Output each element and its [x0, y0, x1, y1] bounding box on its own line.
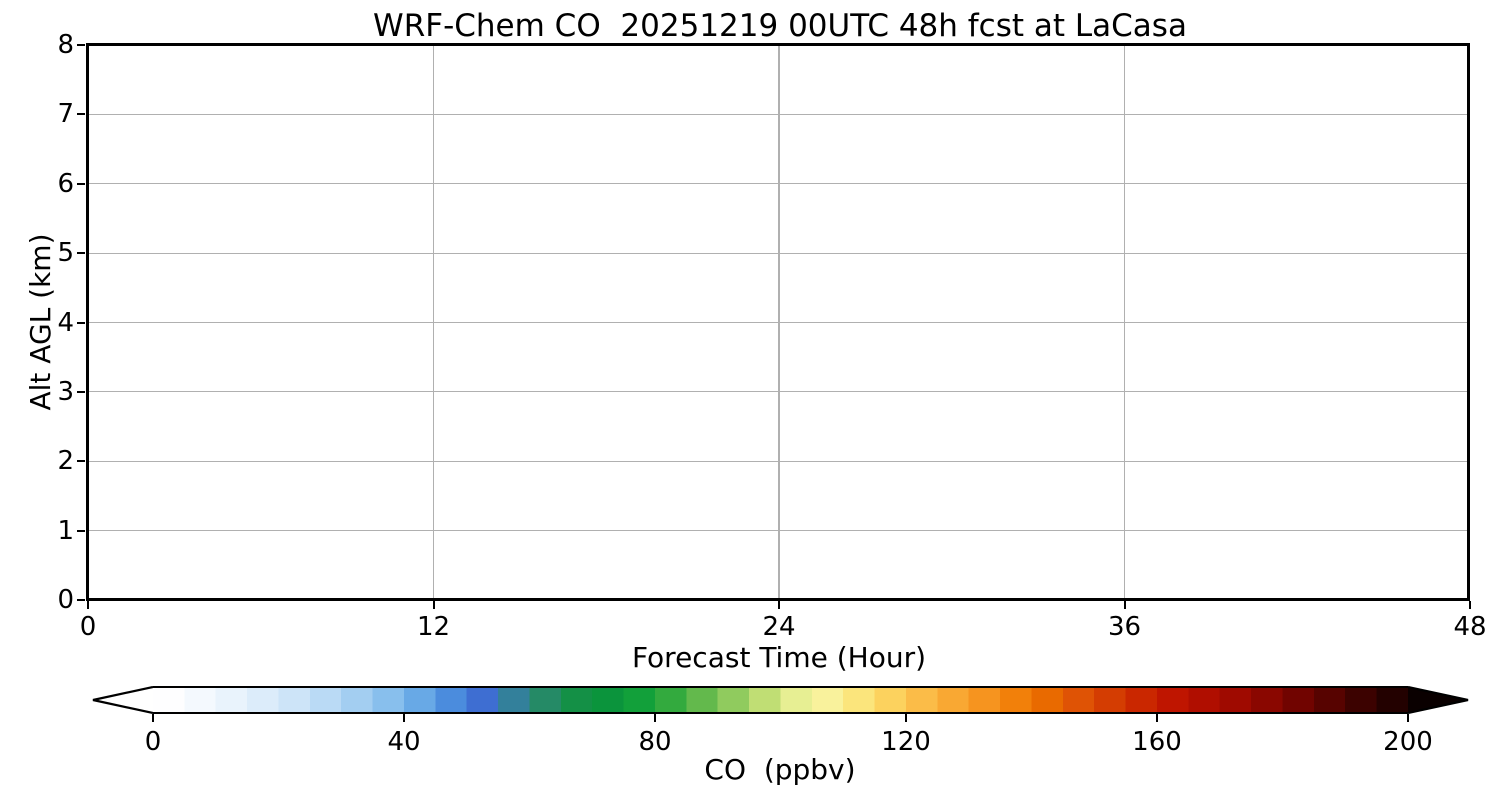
colorbar-tick-label: 0 — [144, 727, 162, 757]
y-gridline — [89, 530, 1468, 532]
colorbar-tick — [654, 714, 656, 722]
y-gridline — [89, 321, 1468, 324]
y-tick — [77, 44, 85, 46]
y-tick-label: 1 — [57, 515, 74, 546]
y-tick — [77, 113, 85, 116]
colorbar-gradient — [153, 686, 1408, 714]
colorbar-tick-label: 40 — [387, 727, 421, 757]
colorbar-tick — [403, 714, 405, 722]
colorbar-tick — [905, 714, 907, 722]
colorbar-left-extend-arrow-icon — [92, 686, 153, 714]
x-tick-label: 24 — [762, 612, 796, 642]
y-tick — [77, 460, 85, 463]
y-tick — [77, 529, 85, 532]
x-tick-label: 0 — [79, 612, 97, 642]
y-tick-label: 8 — [57, 30, 74, 60]
y-tick-label: 2 — [57, 446, 74, 477]
y-gridline — [89, 252, 1468, 254]
y-tick-label: 0 — [57, 585, 74, 615]
x-axis-label: Forecast Time (Hour) — [631, 641, 927, 674]
colorbar-tick — [1407, 714, 1409, 722]
x-tick — [1123, 601, 1126, 609]
colorbar-tick-label: 160 — [1132, 727, 1182, 757]
colorbar-tick — [1156, 714, 1158, 722]
x-tick-label: 48 — [1453, 612, 1487, 642]
y-gridline — [89, 183, 1468, 185]
y-tick — [77, 252, 85, 255]
y-gridline — [89, 391, 1468, 393]
plot-area — [86, 43, 1470, 601]
y-tick-label: 6 — [57, 168, 74, 199]
y-tick-label: 5 — [57, 238, 74, 269]
x-tick — [87, 601, 89, 609]
x-tick — [432, 601, 435, 609]
colorbar-tick-label: 120 — [881, 727, 931, 757]
y-tick — [77, 599, 85, 601]
colorbar-tick — [152, 714, 154, 722]
y-tick — [77, 390, 85, 393]
x-tick-label: 12 — [416, 612, 451, 642]
y-gridline — [89, 460, 1468, 462]
y-gridline — [89, 113, 1468, 115]
y-tick-label: 7 — [57, 99, 74, 130]
x-tick — [778, 601, 780, 609]
colorbar-label: CO (ppbv) — [704, 753, 856, 786]
x-tick — [1469, 601, 1471, 609]
chart-title: WRF-Chem CO 20251219 00UTC 48h fcst at L… — [373, 8, 1187, 44]
y-tick-label: 4 — [57, 307, 74, 338]
y-tick-label: 3 — [57, 376, 74, 407]
colorbar-tick-label: 80 — [638, 727, 672, 757]
colorbar-right-extend-arrow-icon — [1408, 686, 1469, 714]
x-tick-label: 36 — [1107, 612, 1142, 642]
colorbar-tick-label: 200 — [1383, 727, 1433, 757]
y-tick — [77, 321, 85, 324]
y-tick — [77, 182, 85, 185]
